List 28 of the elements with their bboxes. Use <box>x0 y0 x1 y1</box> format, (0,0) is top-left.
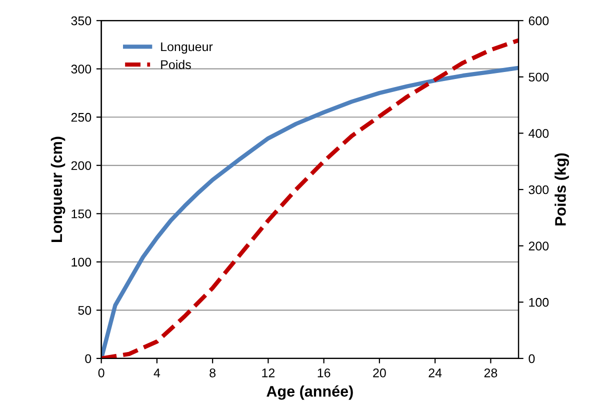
x-tick-label: 20 <box>373 368 386 378</box>
y2-tick-label: 300 <box>528 185 549 194</box>
legend-label: Longueur <box>161 42 213 54</box>
y2-tick-label: 200 <box>528 242 549 250</box>
y-tick-label: 50 <box>78 306 92 315</box>
y-tick-label: 350 <box>71 16 92 26</box>
x-tick-label: 12 <box>262 368 275 378</box>
x-tick-label: 8 <box>210 368 216 378</box>
y-tick-label: 200 <box>71 161 92 170</box>
x-tick-label: 24 <box>428 368 442 378</box>
legend-label: Poids <box>161 60 191 70</box>
x-tick-label: 28 <box>484 368 498 378</box>
x-tick-label: 16 <box>318 368 330 378</box>
y-tick-label: 150 <box>72 209 92 218</box>
y2-tick-label: 0 <box>528 354 535 364</box>
y2-tick-label: 400 <box>528 129 549 138</box>
y-tick-label: 0 <box>85 354 92 364</box>
y2-tick-label: 100 <box>529 298 549 307</box>
y-tick-label: 250 <box>71 112 92 122</box>
x-tick-label: 4 <box>154 368 160 378</box>
y2-tick-label: 600 <box>528 16 549 26</box>
y-tick-label: 100 <box>72 258 92 267</box>
y-axis-title: Longueur (cm) <box>50 136 66 242</box>
y2-tick-label: 500 <box>528 72 549 82</box>
y-tick-label: 300 <box>71 64 92 74</box>
x-tick-label: 0 <box>98 368 104 378</box>
y2-axis-title: Poids (kg) <box>554 153 569 226</box>
x-axis-title: Age (année) <box>266 385 353 400</box>
